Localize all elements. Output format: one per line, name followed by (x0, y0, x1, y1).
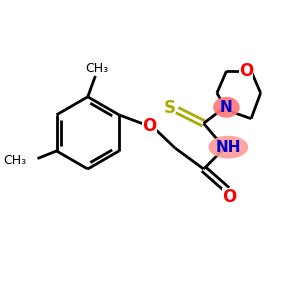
Ellipse shape (208, 136, 248, 158)
Text: O: O (222, 188, 236, 206)
Text: O: O (142, 117, 157, 135)
Text: CH₃: CH₃ (86, 62, 109, 75)
Text: CH₃: CH₃ (3, 154, 26, 167)
Ellipse shape (213, 97, 240, 118)
Text: NH: NH (216, 140, 241, 155)
Text: N: N (220, 100, 233, 115)
Text: S: S (164, 99, 175, 117)
Text: O: O (239, 62, 254, 80)
